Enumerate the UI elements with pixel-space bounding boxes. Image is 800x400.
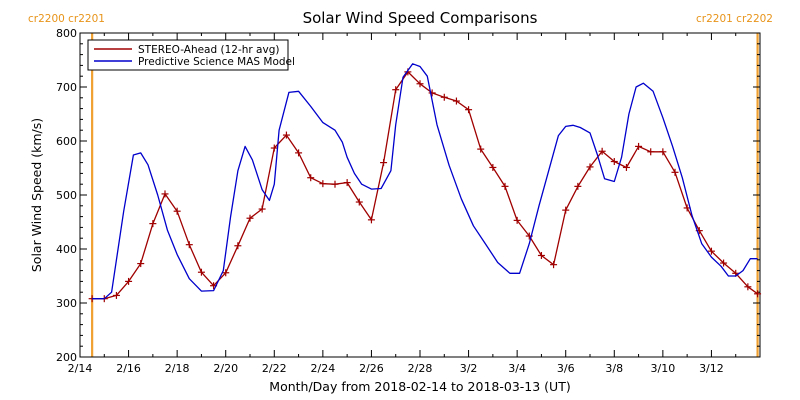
x-tick-label: 2/24	[311, 362, 336, 375]
stereo-data-point	[440, 93, 448, 101]
stereo-data-point	[234, 242, 242, 250]
stereo-data-point	[343, 179, 351, 187]
carrington-label: cr2201 cr2202	[696, 13, 773, 25]
stereo-data-point	[197, 268, 205, 276]
stereo-data-point	[173, 207, 181, 215]
x-tick-label: 3/10	[651, 362, 676, 375]
x-tick-label: 2/28	[408, 362, 433, 375]
legend-box	[87, 39, 289, 71]
y-tick-label: 400	[56, 243, 77, 256]
legend-entry: Predictive Science MAS Model	[138, 56, 295, 68]
stereo-data-point	[562, 206, 570, 214]
y-tick-label: 600	[56, 135, 77, 148]
y-tick-label: 200	[56, 351, 77, 364]
x-axis-label: Month/Day from 2018-02-14 to 2018-03-13 …	[269, 379, 570, 394]
stereo-data-point	[537, 251, 545, 259]
legend: STEREO-Ahead (12-hr avg)Predictive Scien…	[87, 39, 295, 71]
x-tick-label: 2/16	[116, 362, 141, 375]
x-tick-label: 2/20	[213, 362, 238, 375]
stereo-ahead-line	[92, 71, 758, 300]
stereo-data-point	[489, 163, 497, 171]
stereo-data-point	[707, 247, 715, 255]
x-tick-label: 3/4	[508, 362, 526, 375]
x-tick-label: 3/8	[605, 362, 623, 375]
stereo-data-point	[380, 159, 388, 167]
stereo-data-point	[319, 180, 327, 188]
stereo-data-point	[754, 290, 762, 298]
stereo-data-point	[659, 148, 667, 156]
stereo-data-point	[307, 174, 315, 182]
x-tick-label: 2/22	[262, 362, 287, 375]
stereo-data-point	[137, 260, 145, 268]
y-tick-label: 300	[56, 297, 77, 310]
series-layer	[88, 63, 762, 303]
stereo-data-point	[513, 216, 521, 224]
stereo-data-point	[465, 106, 473, 114]
x-tick-label: 3/2	[460, 362, 478, 375]
x-tick-label: 2/26	[359, 362, 384, 375]
stereo-data-point	[222, 269, 230, 277]
stereo-data-point	[452, 97, 460, 105]
y-axis-label: Solar Wind Speed (km/s)	[29, 118, 44, 272]
stereo-data-point	[112, 291, 120, 299]
stereo-data-point	[125, 277, 133, 285]
stereo-data-point	[647, 148, 655, 156]
stereo-data-point	[331, 180, 339, 188]
stereo-data-point	[282, 131, 290, 139]
mas-model-line	[92, 63, 758, 300]
stereo-data-point	[744, 283, 752, 291]
axes: 200 300 400 500 600 700 800 2/14 2/16 2/18 2/20 2/2…	[56, 27, 761, 375]
stereo-data-point	[635, 142, 643, 150]
stereo-data-point	[258, 205, 266, 213]
legend-entry: STEREO-Ahead (12-hr avg)	[138, 44, 279, 56]
x-tick-label: 3/12	[699, 362, 724, 375]
stereo-data-point	[574, 182, 582, 190]
x-tick-label: 3/6	[557, 362, 575, 375]
stereo-data-point	[392, 86, 400, 94]
x-tick-label: 2/18	[165, 362, 190, 375]
stereo-data-point	[367, 216, 375, 224]
stereo-data-point	[270, 144, 278, 152]
stereo-data-point	[598, 147, 606, 155]
stereo-data-point	[246, 214, 254, 222]
stereo-data-point	[622, 163, 630, 171]
stereo-data-point	[610, 158, 618, 166]
stereo-data-point	[671, 168, 679, 176]
stereo-data-point	[185, 241, 193, 249]
y-tick-label: 500	[56, 189, 77, 202]
x-tick-label: 2/14	[68, 362, 93, 375]
stereo-data-point	[477, 145, 485, 153]
stereo-data-point	[355, 198, 363, 206]
stereo-data-point	[586, 163, 594, 171]
y-tick-label: 800	[56, 27, 77, 40]
stereo-data-point	[295, 149, 303, 157]
stereo-data-point	[149, 220, 157, 228]
stereo-data-point	[550, 261, 558, 269]
stereo-data-point	[720, 259, 728, 267]
stereo-data-point	[501, 182, 509, 190]
stereo-data-point	[428, 89, 436, 97]
chart-title: Solar Wind Speed Comparisons	[303, 9, 538, 27]
y-tick-label: 700	[56, 81, 77, 94]
stereo-data-point	[161, 190, 169, 198]
carrington-label: cr2200 cr2201	[28, 13, 105, 25]
stereo-data-point	[416, 80, 424, 88]
